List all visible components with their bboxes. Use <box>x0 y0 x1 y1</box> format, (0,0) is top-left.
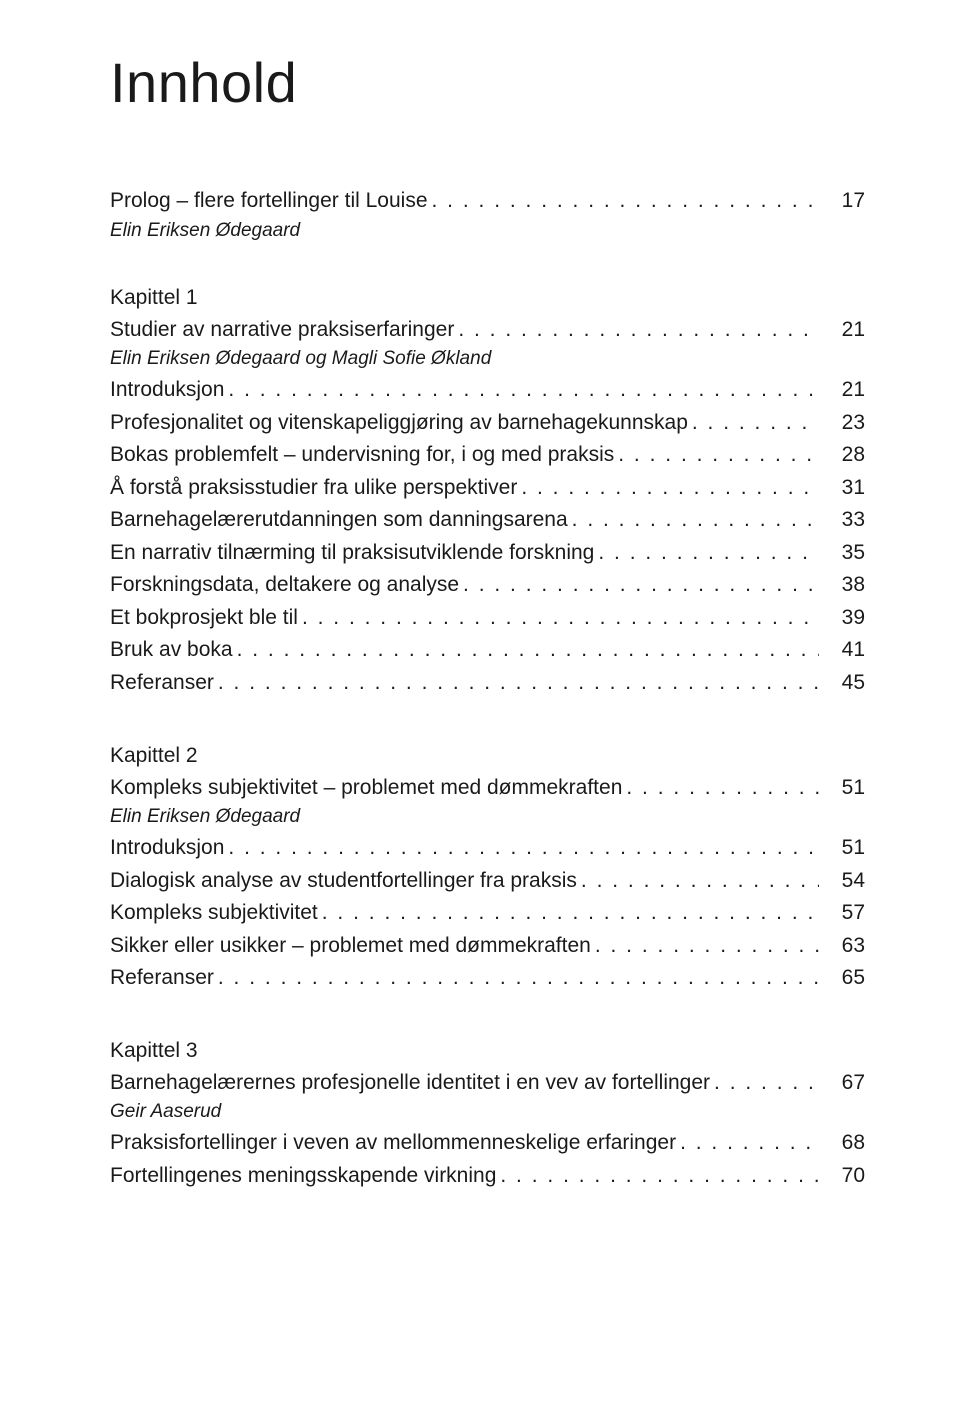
toc-entry-label: Barnehagelærerutdanningen som danningsar… <box>110 504 568 537</box>
chapter-label: Kapittel 2 <box>110 744 865 768</box>
toc-page-number: 28 <box>819 439 865 472</box>
toc-entry-label: Profesjonalitet og vitenskapeliggjøring … <box>110 407 688 440</box>
toc-page-number: 51 <box>819 772 865 805</box>
toc-page-number: 68 <box>819 1127 865 1160</box>
toc-leader-dots: . . . . . . . . . . . . . . . . . . . . … <box>298 602 819 635</box>
toc-leader-dots: . . . . . . . . . . . . . . . . . . . . … <box>224 374 819 407</box>
toc-leader-dots: . . . . . . . . . . . . . . . . . . . . … <box>214 667 819 700</box>
toc-leader-dots: . . . . . . . . . . . . . . . . . . . . … <box>568 504 819 537</box>
toc-page-number: 39 <box>819 602 865 635</box>
toc-leader-dots: . . . . . . . . . . . . . . . . . . . . … <box>454 314 819 347</box>
toc-entry-label: Praksisfortellinger i veven av mellommen… <box>110 1127 676 1160</box>
toc-page-number: 70 <box>819 1160 865 1193</box>
toc-page-number: 23 <box>819 407 865 440</box>
toc-entry-label: Kompleks subjektivitet <box>110 897 318 930</box>
toc-block: Prolog – flere fortellinger til Louise. … <box>110 185 865 242</box>
table-of-contents: Prolog – flere fortellinger til Louise. … <box>110 185 865 1192</box>
toc-leader-dots: . . . . . . . . . . . . . . . . . . . . … <box>614 439 819 472</box>
toc-page-number: 51 <box>819 832 865 865</box>
toc-page-number: 41 <box>819 634 865 667</box>
toc-leader-dots: . . . . . . . . . . . . . . . . . . . . … <box>577 865 819 898</box>
toc-entry-row: Barnehagelærerutdanningen som danningsar… <box>110 504 865 537</box>
toc-entry-label: Introduksjon <box>110 832 224 865</box>
toc-entry-label: Prolog – flere fortellinger til Louise <box>110 185 428 218</box>
toc-page-number: 45 <box>819 667 865 700</box>
chapter-author: Geir Aaserud <box>110 1101 865 1123</box>
toc-entry-row: Kompleks subjektivitet. . . . . . . . . … <box>110 897 865 930</box>
toc-entry-label: Forskningsdata, deltakere og analyse <box>110 569 459 602</box>
toc-entry-label: Et bokprosjekt ble til <box>110 602 298 635</box>
chapter-author: Elin Eriksen Ødegaard <box>110 220 865 242</box>
toc-entry-row: Introduksjon. . . . . . . . . . . . . . … <box>110 374 865 407</box>
toc-entry-row: Praksisfortellinger i veven av mellommen… <box>110 1127 865 1160</box>
chapter-label: Kapittel 1 <box>110 286 865 310</box>
toc-leader-dots: . . . . . . . . . . . . . . . . . . . . … <box>224 832 819 865</box>
toc-chapter-title-row: Studier av narrative praksiserfaringer. … <box>110 314 865 347</box>
toc-leader-dots: . . . . . . . . . . . . . . . . . . . . … <box>496 1160 819 1193</box>
toc-entry-row: Referanser. . . . . . . . . . . . . . . … <box>110 667 865 700</box>
toc-entry-label: Referanser <box>110 667 214 700</box>
toc-chapter-title-row: Barnehagelærernes profesjonelle identite… <box>110 1067 865 1100</box>
toc-entry-row: Bruk av boka. . . . . . . . . . . . . . … <box>110 634 865 667</box>
toc-entry-row: Å forstå praksisstudier fra ulike perspe… <box>110 472 865 505</box>
toc-entry-label: Barnehagelærernes profesjonelle identite… <box>110 1067 710 1100</box>
toc-entry-row: Referanser. . . . . . . . . . . . . . . … <box>110 962 865 995</box>
toc-chapter-title-row: Kompleks subjektivitet – problemet med d… <box>110 772 865 805</box>
toc-entry-label: Fortellingenes meningsskapende virkning <box>110 1160 496 1193</box>
toc-leader-dots: . . . . . . . . . . . . . . . . . . . . … <box>459 569 819 602</box>
toc-entry-label: Introduksjon <box>110 374 224 407</box>
toc-block: Kapittel 2 Kompleks subjektivitet – probl… <box>110 744 865 995</box>
toc-page-number: 65 <box>819 962 865 995</box>
toc-entry-row: Introduksjon. . . . . . . . . . . . . . … <box>110 832 865 865</box>
toc-entry-label: Bruk av boka <box>110 634 233 667</box>
toc-entry-row: Profesjonalitet og vitenskapeliggjøring … <box>110 407 865 440</box>
toc-chapter-title-row: Prolog – flere fortellinger til Louise. … <box>110 185 865 218</box>
toc-page-number: 31 <box>819 472 865 505</box>
toc-page-number: 35 <box>819 537 865 570</box>
toc-entry-label: Sikker eller usikker – problemet med døm… <box>110 930 591 963</box>
chapter-author: Elin Eriksen Ødegaard og Magli Sofie Økl… <box>110 348 865 370</box>
toc-leader-dots: . . . . . . . . . . . . . . . . . . . . … <box>688 407 819 440</box>
toc-page-number: 33 <box>819 504 865 537</box>
toc-entry-label: Studier av narrative praksiserfaringer <box>110 314 454 347</box>
toc-leader-dots: . . . . . . . . . . . . . . . . . . . . … <box>594 537 819 570</box>
toc-entry-label: Bokas problemfelt – undervisning for, i … <box>110 439 614 472</box>
toc-page-number: 63 <box>819 930 865 963</box>
toc-entry-row: Dialogisk analyse av studentfortellinger… <box>110 865 865 898</box>
toc-page-number: 38 <box>819 569 865 602</box>
toc-page-number: 67 <box>819 1067 865 1100</box>
toc-leader-dots: . . . . . . . . . . . . . . . . . . . . … <box>233 634 819 667</box>
toc-entry-row: En narrativ tilnærming til praksisutvikl… <box>110 537 865 570</box>
toc-page-number: 21 <box>819 314 865 347</box>
toc-entry-row: Forskningsdata, deltakere og analyse. . … <box>110 569 865 602</box>
toc-leader-dots: . . . . . . . . . . . . . . . . . . . . … <box>517 472 819 505</box>
toc-entry-label: Dialogisk analyse av studentfortellinger… <box>110 865 577 898</box>
toc-leader-dots: . . . . . . . . . . . . . . . . . . . . … <box>591 930 819 963</box>
toc-leader-dots: . . . . . . . . . . . . . . . . . . . . … <box>318 897 819 930</box>
toc-page-number: 57 <box>819 897 865 930</box>
toc-page-number: 54 <box>819 865 865 898</box>
toc-entry-label: Å forstå praksisstudier fra ulike perspe… <box>110 472 517 505</box>
chapter-label: Kapittel 3 <box>110 1039 865 1063</box>
toc-block: Kapittel 1 Studier av narrative praksiser… <box>110 286 865 700</box>
toc-block: Kapittel 3 Barnehagelærernes profesjonell… <box>110 1039 865 1193</box>
toc-entry-row: Sikker eller usikker – problemet med døm… <box>110 930 865 963</box>
page-title: Innhold <box>110 50 865 115</box>
chapter-author: Elin Eriksen Ødegaard <box>110 806 865 828</box>
toc-entry-row: Bokas problemfelt – undervisning for, i … <box>110 439 865 472</box>
toc-leader-dots: . . . . . . . . . . . . . . . . . . . . … <box>214 962 819 995</box>
toc-page-number: 21 <box>819 374 865 407</box>
toc-leader-dots: . . . . . . . . . . . . . . . . . . . . … <box>676 1127 819 1160</box>
toc-leader-dots: . . . . . . . . . . . . . . . . . . . . … <box>622 772 819 805</box>
toc-entry-label: En narrativ tilnærming til praksisutvikl… <box>110 537 594 570</box>
toc-entry-row: Fortellingenes meningsskapende virkning.… <box>110 1160 865 1193</box>
toc-entry-label: Kompleks subjektivitet – problemet med d… <box>110 772 622 805</box>
toc-leader-dots: . . . . . . . . . . . . . . . . . . . . … <box>428 185 819 218</box>
toc-entry-row: Et bokprosjekt ble til. . . . . . . . . … <box>110 602 865 635</box>
toc-leader-dots: . . . . . . . . . . . . . . . . . . . . … <box>710 1067 819 1100</box>
toc-entry-label: Referanser <box>110 962 214 995</box>
toc-page-number: 17 <box>819 185 865 218</box>
